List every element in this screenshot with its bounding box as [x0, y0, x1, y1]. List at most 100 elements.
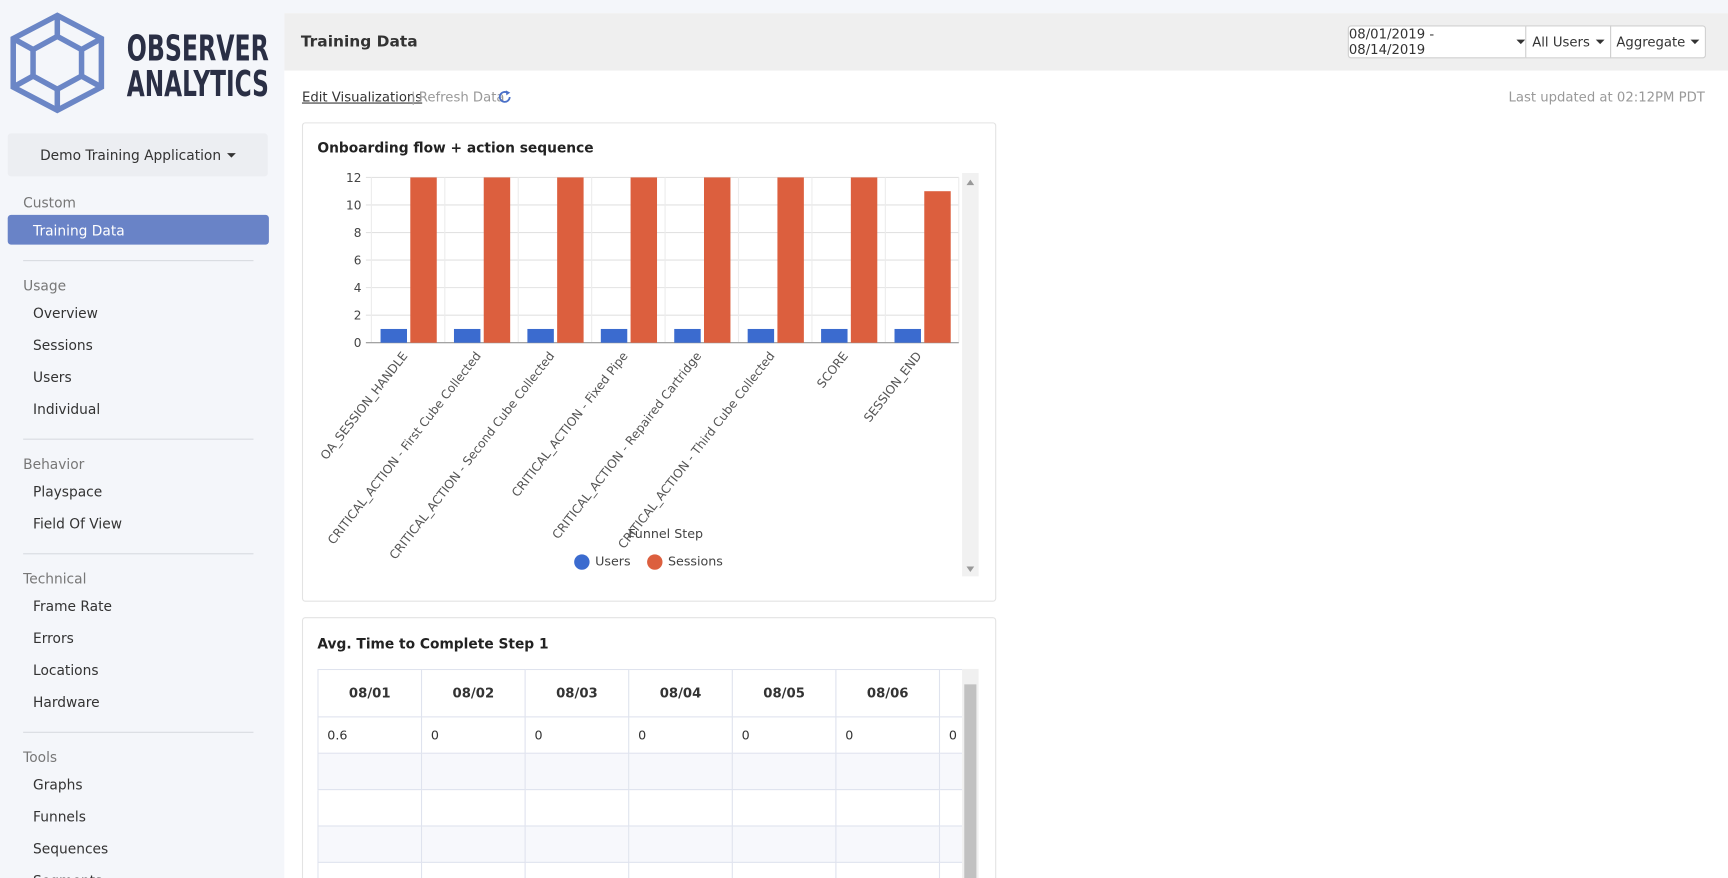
edit-link[interactable]: Edit Visualizations: [301, 89, 423, 105]
y-tick-label: 4: [354, 281, 362, 295]
empty-cell: [938, 789, 963, 827]
empty-cell: [524, 861, 630, 878]
bar: [483, 177, 511, 343]
column-header: 08/05: [731, 668, 837, 718]
nav-active: [7, 214, 269, 245]
empty-cell: [628, 752, 733, 791]
bar: [453, 328, 481, 343]
legend-label: Sessions: [668, 553, 723, 568]
logo: OBSERVER ANALYTICS: [10, 12, 269, 114]
table-scroll: 08/0108/0208/0308/0408/0508/0608/070.600…: [317, 668, 963, 878]
date-range[interactable]: 08/01/2019 - 08/14/2019: [1347, 25, 1527, 59]
nav-separator: [23, 553, 254, 555]
nav-item[interactable]: Sequences: [33, 840, 109, 857]
cell: 0: [420, 716, 526, 754]
x-tick-label: CRITICAL_ACTION - Second Cube Collected: [387, 349, 558, 562]
nav-item[interactable]: Playspace: [33, 483, 103, 500]
cell: 0.6: [317, 716, 423, 754]
nav-item[interactable]: Field Of View: [33, 515, 122, 532]
x-tick-label: CRITICAL_ACTION - Fixed Pipe: [509, 349, 631, 499]
y-tick-label: 8: [354, 226, 362, 240]
empty-cell: [524, 789, 630, 827]
logo-text: OBSERVER: [127, 29, 269, 70]
row: 0.6 0 0 0 0 0 0: [317, 716, 963, 754]
nav-item[interactable]: Training Data: [33, 222, 125, 239]
nav-item[interactable]: Errors: [33, 629, 74, 647]
empty-cell: [938, 861, 963, 878]
cell: 0: [938, 716, 963, 754]
nav-separator: [23, 260, 254, 262]
scrollbar: [962, 173, 979, 577]
x-tick-label: CRITICAL_ACTION - Repaired Cartridge: [549, 349, 704, 542]
empty-cell: [938, 752, 963, 791]
legend-swatch: [647, 554, 663, 570]
page-title: Training Data: [300, 33, 418, 51]
app-selector[interactable]: Demo Training Application: [7, 133, 268, 177]
last-updated: Last updated at 02:12PM PDT: [1508, 89, 1705, 105]
column-header: 08/03: [524, 668, 630, 718]
x-tick-label: SCORE: [814, 349, 851, 391]
nav-item[interactable]: Individual: [33, 400, 101, 418]
scroll-down[interactable]: [966, 566, 975, 572]
y-tick-label: 6: [354, 253, 362, 267]
nav-item[interactable]: Funnels: [33, 808, 86, 825]
table-title: Avg. Time to Complete Step 1: [317, 635, 549, 652]
refresh-link[interactable]: Refresh Data: [418, 89, 505, 105]
empty-cell: [835, 789, 941, 827]
users-select[interactable]: All Users: [1525, 25, 1612, 59]
x-tick-label: SESSION_END: [861, 349, 924, 425]
column-header: 08/02: [420, 668, 526, 718]
empty-cell: [317, 861, 423, 878]
empty-cell: [731, 752, 837, 791]
scroll-up[interactable]: [966, 179, 975, 186]
separator: |: [411, 89, 416, 105]
bar: [380, 328, 407, 343]
bar: [894, 328, 921, 343]
nav-item[interactable]: Segments: [33, 872, 102, 878]
y-axis-label: Number of Users/Sessions In Step: [323, 147, 337, 352]
column-header: 08/06: [835, 668, 941, 718]
nav-item[interactable]: Locations: [33, 661, 99, 679]
nav-heading: Custom: [23, 194, 76, 212]
empty-row: [317, 752, 963, 791]
bar: [747, 328, 775, 343]
y-tick-label: 10: [346, 198, 361, 212]
nav-heading: Usage: [23, 277, 67, 294]
bar: [821, 328, 848, 343]
nav-item[interactable]: Frame Rate: [33, 597, 112, 615]
logo-text: ANALYTICS: [127, 64, 269, 105]
nav-item[interactable]: Graphs: [33, 776, 83, 793]
label: 08/01/2019 - 08/14/2019: [1348, 26, 1435, 58]
x-tick-label: CRITICAL_ACTION - First Cube Collected: [325, 349, 484, 547]
nav-item[interactable]: Overview: [33, 304, 98, 322]
legend-swatch: [574, 554, 590, 570]
column-header: 08/07: [938, 668, 963, 718]
nav-separator: [23, 438, 254, 440]
nav-item[interactable]: Sessions: [33, 336, 93, 354]
empty-cell: [420, 789, 526, 827]
mode-select[interactable]: Aggregate: [1610, 25, 1706, 59]
cell: 0: [731, 716, 837, 754]
nav-item[interactable]: Users: [33, 368, 72, 386]
nav-item[interactable]: Hardware: [33, 693, 100, 711]
refresh-icon[interactable]: [497, 89, 512, 104]
empty-row: [317, 789, 963, 827]
scroll-thumb[interactable]: [964, 684, 977, 878]
nav-heading: Tools: [23, 748, 58, 766]
empty-cell: [835, 825, 941, 863]
empty-cell: [731, 825, 837, 863]
empty-cell: [420, 752, 526, 791]
table: 08/0108/0208/0308/0408/0508/0608/070.600…: [317, 668, 963, 878]
bar: [777, 177, 804, 343]
bar: [674, 328, 701, 343]
nav-heading: Technical: [23, 570, 87, 587]
empty-row: [317, 825, 963, 863]
y-tick-label: 0: [354, 336, 362, 350]
empty-cell: [317, 825, 423, 863]
bar: [630, 177, 658, 343]
nav-separator: [23, 731, 254, 733]
empty-cell: [628, 789, 733, 827]
bar: [410, 177, 437, 343]
y-tick-label: 12: [346, 171, 361, 185]
